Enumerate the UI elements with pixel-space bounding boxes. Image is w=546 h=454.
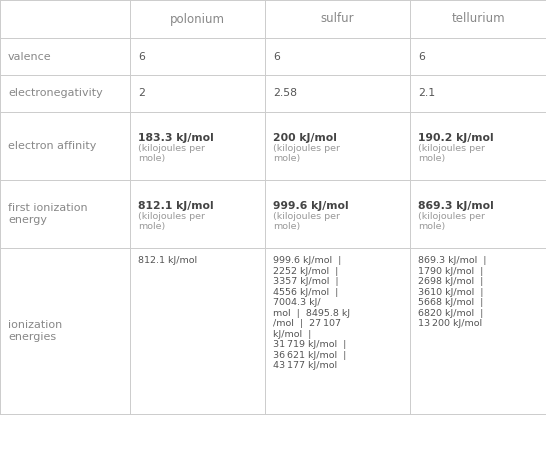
Text: kJ/mol  |: kJ/mol | [273,330,311,339]
Text: first ionization
energy: first ionization energy [8,203,87,225]
Text: tellurium: tellurium [451,13,505,25]
Text: 3610 kJ/mol  |: 3610 kJ/mol | [418,288,484,296]
Text: 200 kJ/mol: 200 kJ/mol [273,133,337,143]
Text: 2: 2 [138,89,145,99]
Text: 13 200 kJ/mol: 13 200 kJ/mol [418,319,482,328]
Text: (kilojoules per: (kilojoules per [418,144,485,153]
Text: 3357 kJ/mol  |: 3357 kJ/mol | [273,277,339,286]
Text: 4556 kJ/mol  |: 4556 kJ/mol | [273,288,339,296]
Text: 31 719 kJ/mol  |: 31 719 kJ/mol | [273,340,346,349]
Text: electronegativity: electronegativity [8,89,103,99]
Text: ionization
energies: ionization energies [8,320,62,342]
Text: 869.3 kJ/mol  |: 869.3 kJ/mol | [418,256,486,265]
Text: polonium: polonium [170,13,225,25]
Text: 2252 kJ/mol  |: 2252 kJ/mol | [273,266,339,276]
Text: 2.1: 2.1 [418,89,435,99]
Text: mole): mole) [138,154,165,163]
Text: valence: valence [8,51,52,61]
Text: 5668 kJ/mol  |: 5668 kJ/mol | [418,298,483,307]
Text: mole): mole) [273,222,300,231]
Text: /mol  |  27 107: /mol | 27 107 [273,319,341,328]
Text: 999.6 kJ/mol  |: 999.6 kJ/mol | [273,256,341,265]
Text: 43 177 kJ/mol: 43 177 kJ/mol [273,361,337,370]
Text: (kilojoules per: (kilojoules per [138,212,205,222]
Text: 7004.3 kJ/: 7004.3 kJ/ [273,298,321,307]
Text: 869.3 kJ/mol: 869.3 kJ/mol [418,201,494,211]
Text: 2698 kJ/mol  |: 2698 kJ/mol | [418,277,483,286]
Text: 6: 6 [138,51,145,61]
Text: 999.6 kJ/mol: 999.6 kJ/mol [273,201,349,211]
Text: mol  |  8495.8 kJ: mol | 8495.8 kJ [273,309,350,318]
Text: 36 621 kJ/mol  |: 36 621 kJ/mol | [273,351,346,360]
Text: 6: 6 [273,51,280,61]
Text: 812.1 kJ/mol: 812.1 kJ/mol [138,256,197,265]
Text: mole): mole) [418,154,445,163]
Text: (kilojoules per: (kilojoules per [138,144,205,153]
Text: (kilojoules per: (kilojoules per [273,212,340,222]
Text: mole): mole) [418,222,445,231]
Text: electron affinity: electron affinity [8,141,97,151]
Text: mole): mole) [138,222,165,231]
Text: (kilojoules per: (kilojoules per [273,144,340,153]
Text: (kilojoules per: (kilojoules per [418,212,485,222]
Text: sulfur: sulfur [321,13,354,25]
Text: 6: 6 [418,51,425,61]
Text: 1790 kJ/mol  |: 1790 kJ/mol | [418,266,483,276]
Text: 190.2 kJ/mol: 190.2 kJ/mol [418,133,494,143]
Text: 6820 kJ/mol  |: 6820 kJ/mol | [418,309,483,318]
Text: 183.3 kJ/mol: 183.3 kJ/mol [138,133,213,143]
Text: 812.1 kJ/mol: 812.1 kJ/mol [138,201,213,211]
Text: mole): mole) [273,154,300,163]
Text: 2.58: 2.58 [273,89,297,99]
